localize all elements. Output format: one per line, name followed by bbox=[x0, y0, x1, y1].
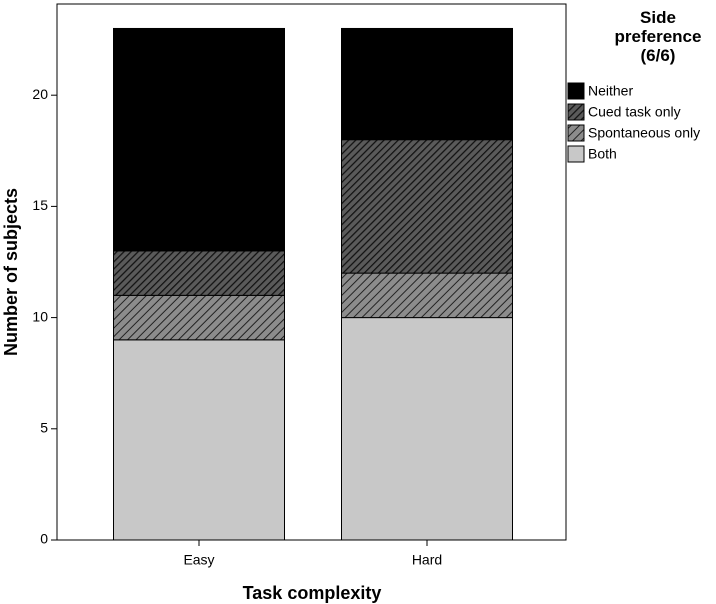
x-tick-label: Hard bbox=[412, 552, 442, 568]
x-tick-label: Easy bbox=[183, 552, 214, 568]
legend-swatch bbox=[567, 145, 585, 163]
bar-segment bbox=[113, 250, 285, 296]
y-tick-label: 20 bbox=[32, 86, 48, 102]
y-tick-label: 10 bbox=[32, 308, 48, 324]
bar-segment bbox=[341, 272, 513, 319]
legend-title: Side preference (6/6) bbox=[614, 8, 702, 65]
legend-swatch bbox=[567, 103, 585, 121]
legend-label: Spontaneous only bbox=[588, 125, 700, 141]
y-tick-label: 0 bbox=[40, 531, 48, 547]
bar-segment bbox=[113, 294, 285, 341]
bar-segment bbox=[341, 139, 513, 274]
bar-segment bbox=[113, 339, 285, 541]
bar-segment bbox=[113, 27, 285, 252]
legend-swatch bbox=[567, 124, 585, 142]
y-axis-label: Number of subjects bbox=[1, 188, 21, 356]
y-tick-label: 15 bbox=[32, 197, 48, 213]
legend-label: Cued task only bbox=[588, 104, 681, 120]
plot-frame bbox=[56, 3, 567, 541]
bar-segment bbox=[341, 27, 513, 141]
legend-label: Neither bbox=[588, 83, 633, 99]
bar-segment bbox=[341, 317, 513, 541]
legend-label: Both bbox=[588, 146, 617, 162]
y-tick-label: 5 bbox=[40, 419, 48, 435]
x-axis-label: Task complexity bbox=[243, 583, 382, 603]
legend-swatch bbox=[567, 82, 585, 100]
